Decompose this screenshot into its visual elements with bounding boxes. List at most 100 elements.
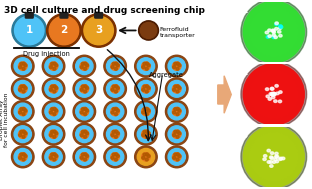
Circle shape (49, 130, 58, 138)
Circle shape (80, 66, 83, 69)
Ellipse shape (247, 6, 300, 58)
Ellipse shape (267, 25, 280, 39)
Circle shape (20, 62, 23, 65)
Circle shape (73, 78, 95, 100)
Ellipse shape (244, 64, 304, 124)
Circle shape (14, 58, 32, 74)
Ellipse shape (243, 64, 304, 125)
Circle shape (272, 92, 276, 95)
Ellipse shape (247, 68, 300, 121)
Circle shape (272, 161, 276, 163)
Circle shape (18, 85, 27, 93)
Circle shape (147, 155, 150, 158)
Ellipse shape (271, 154, 277, 160)
Circle shape (112, 85, 115, 88)
Circle shape (176, 153, 179, 156)
Circle shape (106, 103, 124, 120)
Text: 1: 1 (26, 26, 33, 36)
Circle shape (271, 92, 274, 95)
Circle shape (145, 85, 149, 88)
Circle shape (24, 109, 27, 112)
Circle shape (142, 156, 145, 159)
Circle shape (115, 113, 117, 116)
Circle shape (143, 108, 146, 111)
Ellipse shape (254, 74, 294, 115)
Circle shape (178, 64, 181, 67)
Circle shape (168, 103, 185, 120)
Circle shape (271, 93, 275, 96)
Ellipse shape (263, 21, 285, 43)
Circle shape (22, 158, 25, 161)
Ellipse shape (268, 151, 279, 162)
Circle shape (49, 134, 52, 137)
Circle shape (279, 158, 282, 160)
Ellipse shape (273, 156, 275, 158)
Ellipse shape (265, 86, 282, 103)
Circle shape (270, 165, 273, 167)
Ellipse shape (250, 133, 298, 180)
Ellipse shape (257, 140, 290, 173)
Circle shape (165, 146, 188, 168)
Circle shape (165, 123, 188, 145)
Circle shape (81, 85, 85, 88)
Ellipse shape (244, 127, 304, 187)
Circle shape (174, 62, 177, 65)
Circle shape (112, 108, 115, 111)
Circle shape (265, 31, 269, 34)
Circle shape (18, 130, 27, 138)
Ellipse shape (258, 78, 290, 110)
Ellipse shape (273, 93, 275, 95)
Circle shape (42, 123, 65, 145)
Circle shape (115, 90, 117, 93)
Circle shape (142, 88, 145, 91)
Ellipse shape (258, 17, 289, 47)
Circle shape (45, 81, 62, 97)
Circle shape (53, 67, 56, 70)
Ellipse shape (256, 14, 292, 50)
Ellipse shape (245, 128, 303, 185)
Ellipse shape (264, 84, 284, 104)
Circle shape (145, 135, 148, 138)
Ellipse shape (260, 80, 288, 108)
Circle shape (274, 36, 277, 39)
Circle shape (22, 113, 25, 116)
Circle shape (84, 153, 87, 156)
Circle shape (279, 91, 282, 93)
Circle shape (49, 16, 79, 45)
Circle shape (173, 107, 181, 116)
Circle shape (106, 58, 124, 74)
Circle shape (76, 81, 93, 97)
Text: Ferrofluid
transporter: Ferrofluid transporter (159, 27, 195, 38)
Circle shape (84, 130, 87, 133)
Ellipse shape (241, 124, 307, 189)
Circle shape (137, 126, 155, 143)
Circle shape (137, 81, 155, 97)
Circle shape (80, 88, 83, 91)
Ellipse shape (256, 77, 291, 112)
Circle shape (145, 113, 148, 116)
Circle shape (271, 96, 275, 99)
Circle shape (12, 123, 34, 145)
Ellipse shape (268, 88, 280, 100)
Circle shape (135, 55, 157, 77)
Circle shape (178, 132, 181, 135)
Ellipse shape (263, 84, 284, 105)
Circle shape (275, 28, 278, 30)
Ellipse shape (265, 148, 282, 165)
Circle shape (278, 30, 281, 33)
Circle shape (80, 111, 83, 114)
Ellipse shape (252, 10, 296, 54)
Circle shape (142, 85, 150, 93)
Circle shape (80, 130, 89, 138)
Ellipse shape (257, 15, 290, 48)
Circle shape (271, 94, 274, 96)
Circle shape (264, 155, 267, 157)
Circle shape (73, 101, 95, 122)
FancyBboxPatch shape (25, 13, 33, 18)
Circle shape (280, 26, 283, 28)
Circle shape (51, 130, 54, 133)
Circle shape (173, 85, 181, 93)
Ellipse shape (273, 94, 274, 95)
Circle shape (135, 123, 157, 145)
Circle shape (275, 155, 278, 158)
